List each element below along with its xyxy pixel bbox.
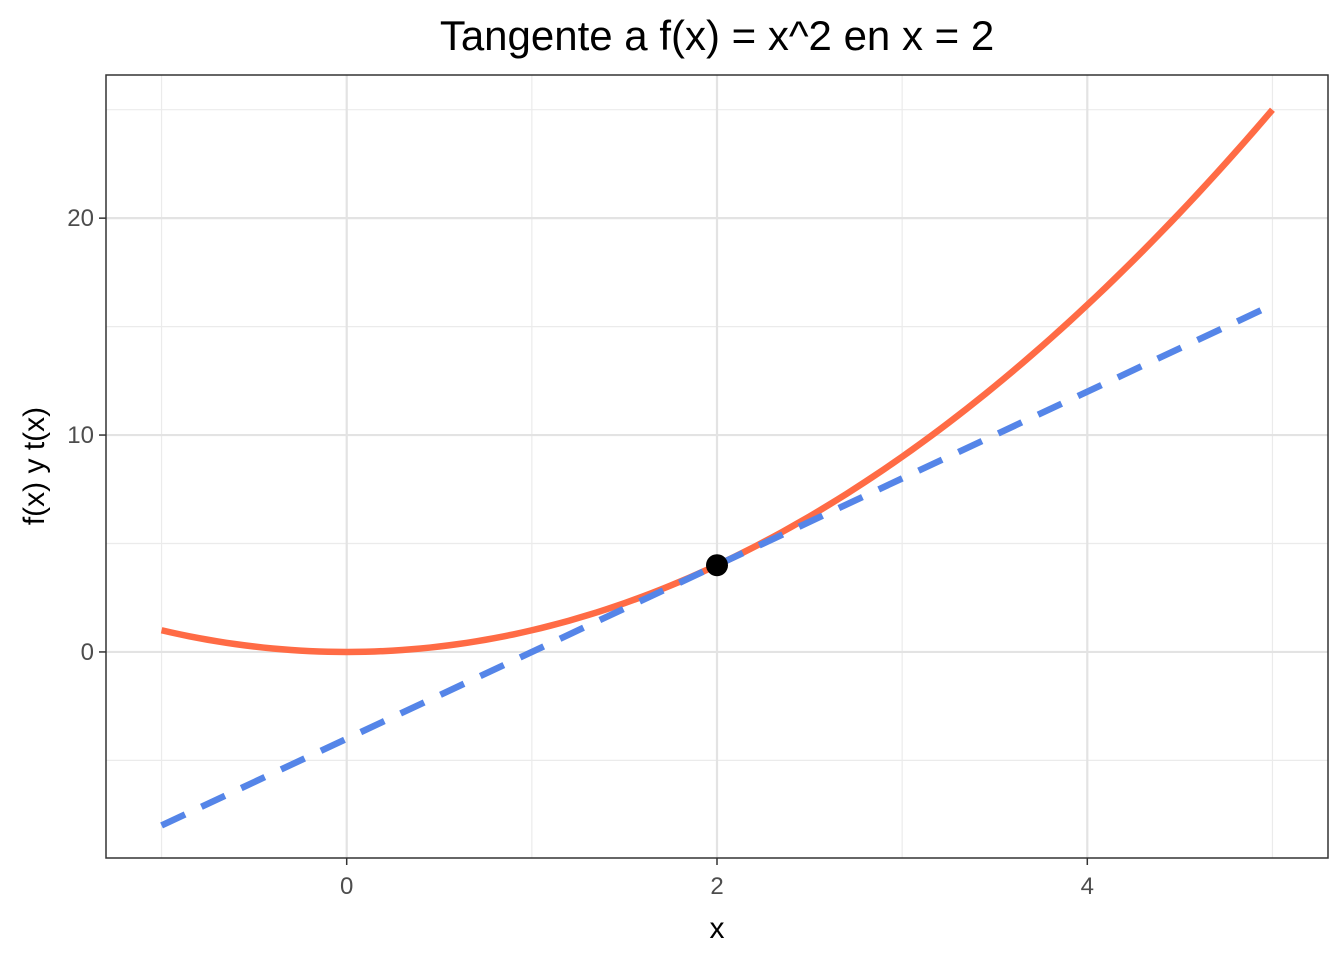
- point-layer: [706, 554, 728, 577]
- x-tick-label: 2: [710, 873, 723, 900]
- chart-title: Tangente a f(x) = x^2 en x = 2: [440, 12, 994, 59]
- y-tick-label: 0: [81, 639, 94, 666]
- y-tick-label: 20: [67, 205, 94, 232]
- tangent-line-series: [160, 301, 1274, 829]
- x-tick-label: 4: [1081, 873, 1094, 900]
- y-axis-title: f(x) y t(x): [18, 407, 51, 525]
- y-tick-label: 10: [67, 422, 94, 449]
- x-axis-title: x: [710, 912, 725, 945]
- grid-layer: [106, 75, 1328, 858]
- x-axis: 0 2 4: [340, 858, 1094, 900]
- x-tick-label: 0: [340, 873, 353, 900]
- y-axis: 0 10 20: [67, 205, 106, 666]
- tangent-point: [706, 554, 728, 577]
